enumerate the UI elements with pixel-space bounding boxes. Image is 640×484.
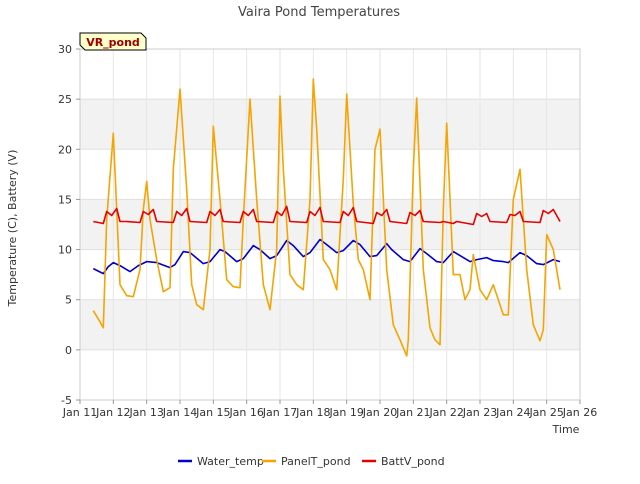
plot-band xyxy=(80,249,580,300)
chart-title: Vaira Pond Temperatures xyxy=(238,5,400,20)
site-badge-label: VR_pond xyxy=(86,36,140,49)
y-axis-label: Temperature (C), Battery (V) xyxy=(6,150,19,308)
y-tick-label: 0 xyxy=(65,344,72,357)
x-tick-label: Jan 24 xyxy=(495,406,530,419)
legend: Water_temp PanelT_pond BattV_pond xyxy=(178,455,445,468)
x-tick-label: Jan 21 xyxy=(395,406,430,419)
x-tick-label: Jan 13 xyxy=(128,406,163,419)
x-tick-label: Jan 22 xyxy=(428,406,463,419)
plot-frame xyxy=(79,48,581,401)
site-badge-box xyxy=(79,32,147,51)
x-tick-label: Jan 12 xyxy=(95,406,130,419)
x-tick-label: Jan 17 xyxy=(262,406,297,419)
x-tick-label: Jan 23 xyxy=(462,406,497,419)
y-tick-label: 5 xyxy=(65,294,72,307)
x-tick-label: Jan 14 xyxy=(162,406,197,419)
x-tick-label: Jan 20 xyxy=(362,406,397,419)
legend-label: PanelT_pond xyxy=(281,455,351,468)
y-tick-label: 15 xyxy=(58,193,72,206)
x-axis-label: Time xyxy=(552,423,580,436)
plot-band xyxy=(80,349,580,400)
y-tick-label: -5 xyxy=(61,394,72,407)
x-tick-label: Jan 26 xyxy=(562,406,597,419)
series-line-battv-pond xyxy=(93,205,561,226)
x-tick-label: Jan 18 xyxy=(295,406,330,419)
series-line-water-temp xyxy=(92,238,561,275)
x-tick-label: Jan 15 xyxy=(195,406,230,419)
y-tick-label: 10 xyxy=(58,244,72,257)
plot-background xyxy=(80,49,580,400)
site-badge: VR_pond xyxy=(79,32,147,51)
legend-label: BattV_pond xyxy=(381,455,445,468)
plot-band xyxy=(80,149,580,200)
x-tick-label: Jan 11 xyxy=(62,406,97,419)
series-line-panelt-pond xyxy=(92,78,561,357)
series-layer xyxy=(92,78,561,357)
x-tick-label: Jan 19 xyxy=(328,406,363,419)
plot-band xyxy=(80,49,580,100)
plot-band xyxy=(80,99,580,150)
plot-band xyxy=(80,199,580,250)
plot-band xyxy=(80,299,580,350)
grid-lines xyxy=(79,48,581,401)
x-tick-label: Jan 16 xyxy=(228,406,263,419)
y-tick-label: 30 xyxy=(58,43,72,56)
legend-label: Water_temp xyxy=(197,455,264,468)
y-tick-label: 20 xyxy=(58,143,72,156)
y-tick-label: 25 xyxy=(58,93,72,106)
x-tick-label: Jan 25 xyxy=(528,406,563,419)
